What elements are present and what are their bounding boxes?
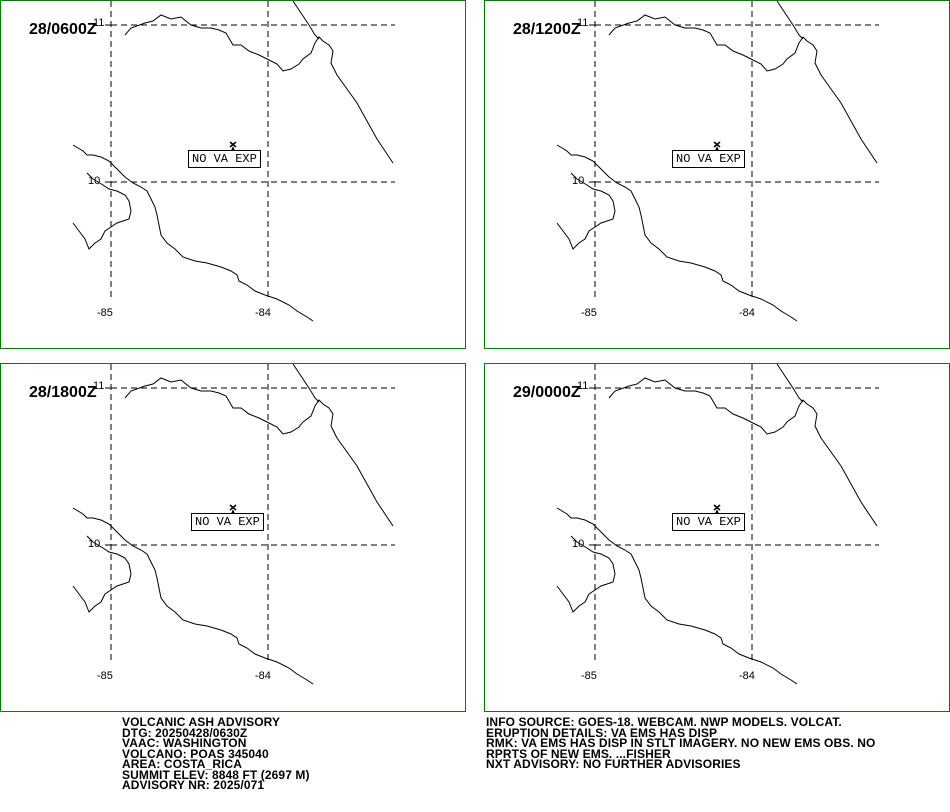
latitude-label: 10 [572, 175, 585, 187]
advisory-line: ERUPTION DETAILS: VA EMS HAS DISP [486, 725, 718, 740]
coastline [608, 377, 878, 527]
longitude-label: -85 [97, 670, 113, 682]
longitude-label: -85 [581, 670, 597, 682]
panel-valid-time: 28/0600Z [29, 21, 97, 38]
coastline [608, 14, 878, 164]
longitude-label: -84 [255, 307, 271, 319]
advisory-line: ADVISORY NR: 2025/071 [122, 778, 265, 792]
longitude-label: -84 [739, 307, 755, 319]
ash-status-label: NO VA EXP [191, 513, 264, 531]
coastline [72, 535, 132, 613]
latitude-label: 10 [572, 538, 585, 550]
coastline [124, 377, 394, 527]
coastline [72, 507, 314, 685]
panel-valid-time: 28/1200Z [513, 21, 581, 38]
ash-status-label: NO VA EXP [672, 513, 745, 531]
ash-status-label: NO VA EXP [672, 150, 745, 168]
advisory-line: DTG: 20250428/0630Z [122, 725, 248, 740]
panel-valid-time: 29/0000Z [513, 384, 581, 401]
coastline [556, 172, 616, 250]
advisory-line: VAAC: WASHINGTON [122, 736, 247, 750]
coastline [72, 144, 314, 322]
coastline [124, 14, 394, 164]
latitude-label: 11 [577, 380, 589, 392]
coastline [72, 172, 132, 250]
coastline [292, 1, 320, 40]
longitude-label: -84 [255, 670, 271, 682]
advisory-line: VOLCANIC ASH ADVISORY [122, 715, 281, 729]
latitude-label: 11 [577, 17, 589, 29]
advisory-line: AREA: COSTA_RICA [122, 757, 243, 771]
map-panel: 28/0600Z NO VA EXP 11 10 -85 -84 [0, 0, 466, 349]
coastline [556, 535, 616, 613]
coastline [292, 364, 320, 403]
latitude-label: 11 [93, 17, 105, 29]
advisory-line: VOLCANO: POAS 345040 [122, 746, 269, 761]
map-panel: 28/1800Z NO VA EXP 11 10 -85 -84 [0, 363, 466, 712]
panel-valid-time: 28/1800Z [29, 384, 97, 401]
coastline [776, 1, 804, 40]
ash-status-label: NO VA EXP [188, 150, 261, 168]
map-canvas [72, 1, 395, 322]
advisory-line: NXT ADVISORY: NO FURTHER ADVISORIES [486, 757, 741, 771]
advisory-right-block: INFO SOURCE: GOES-18. WEBCAM. NWP MODELS… [486, 715, 876, 771]
advisory-line: SUMMIT ELEV: 8848 FT (2697 M) [122, 767, 310, 782]
longitude-label: -84 [739, 670, 755, 682]
coastline [556, 144, 798, 322]
coastline [556, 507, 798, 685]
coastline [776, 364, 804, 403]
map-panel: 29/0000Z NO VA EXP 11 10 -85 -84 [484, 363, 950, 712]
latitude-label: 10 [88, 175, 101, 187]
map-canvas [72, 364, 395, 685]
latitude-label: 10 [88, 538, 101, 550]
advisory-line: RMK: VA EMS HAS DISP IN STLT IMAGERY. NO… [486, 736, 876, 750]
map-canvas [556, 1, 879, 322]
longitude-label: -85 [97, 307, 113, 319]
advisory-line: RPRTS OF NEW EMS. ...FISHER [486, 746, 671, 761]
latitude-label: 11 [93, 380, 105, 392]
longitude-label: -85 [581, 307, 597, 319]
advisory-left-block: VOLCANIC ASH ADVISORY DTG: 20250428/0630… [122, 715, 310, 792]
map-panel: 28/1200Z NO VA EXP 11 10 -85 -84 [484, 0, 950, 349]
advisory-line: INFO SOURCE: GOES-18. WEBCAM. NWP MODELS… [486, 715, 842, 729]
map-canvas [556, 364, 879, 685]
